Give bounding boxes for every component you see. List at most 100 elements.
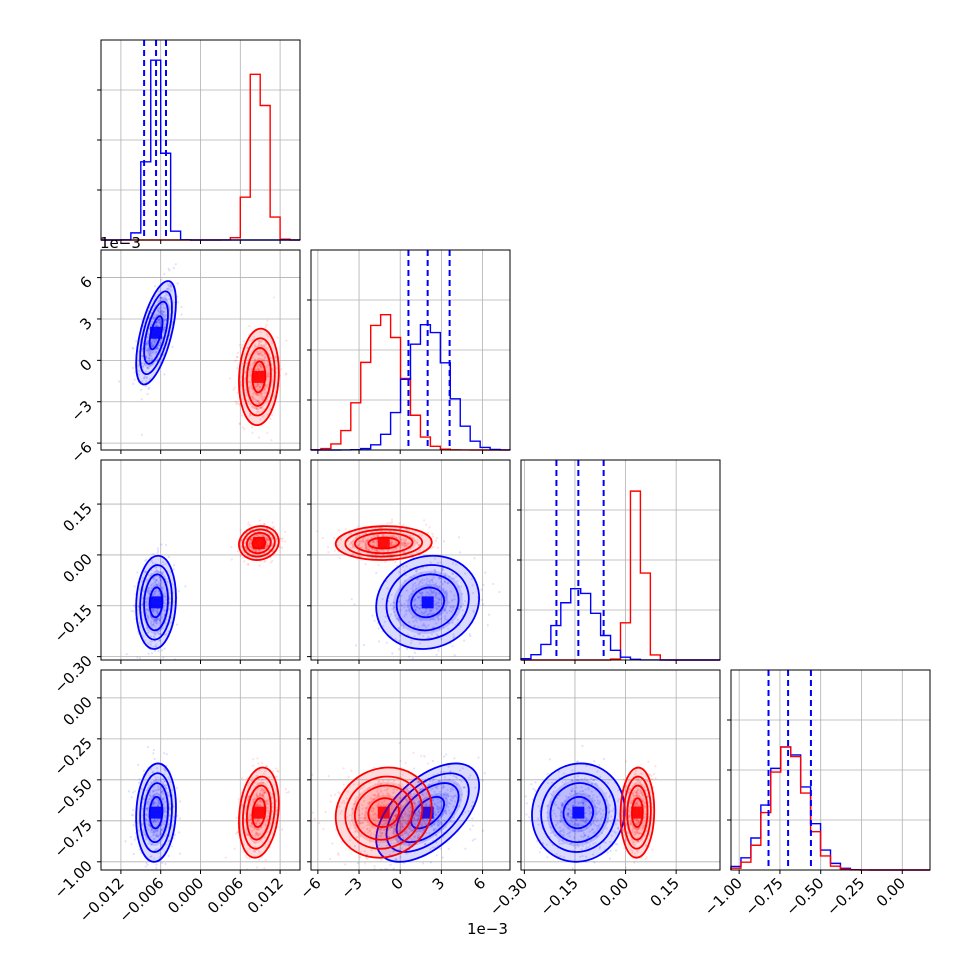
scatter-point: [149, 794, 152, 797]
scatter-point: [412, 599, 415, 603]
scatter-point: [145, 626, 148, 630]
scatter-point: [155, 832, 159, 835]
scatter-point: [248, 324, 251, 328]
scatter-point: [173, 600, 176, 603]
scatter-point: [145, 807, 149, 810]
scatter-point: [432, 612, 435, 615]
scatter-point: [416, 542, 419, 545]
scatter-point: [433, 591, 437, 594]
scatter-point: [256, 411, 259, 414]
scatter-point: [148, 586, 151, 589]
scatter-point: [441, 856, 444, 859]
density-peak: [377, 537, 390, 550]
scatter-point: [451, 608, 455, 611]
scatter-point: [132, 604, 135, 607]
scatter-point: [152, 345, 155, 348]
scatter-point: [156, 770, 159, 773]
scatter-point: [248, 540, 251, 543]
scatter-point: [332, 536, 335, 540]
scatter-point: [276, 770, 279, 773]
scatter-point: [258, 549, 261, 552]
scatter-point: [246, 833, 249, 837]
scatter-point: [256, 833, 260, 836]
scatter-point: [381, 793, 385, 796]
scatter-point: [373, 807, 376, 810]
scatter-point: [250, 831, 253, 834]
scatter-point: [460, 793, 463, 796]
scatter-point: [384, 615, 387, 618]
scatter-point: [236, 402, 240, 405]
scatter-point: [443, 785, 446, 789]
scatter-point: [413, 604, 416, 607]
scatter-point: [363, 799, 366, 803]
scatter-point: [156, 620, 159, 623]
scatter-point: [149, 643, 153, 646]
scatter-point: [440, 829, 443, 832]
scatter-point: [260, 392, 263, 395]
scatter-point: [245, 362, 248, 365]
scatter-point: [147, 652, 150, 655]
contour-line: [143, 300, 169, 365]
scatter-point: [403, 539, 406, 542]
scatter-point: [433, 790, 436, 793]
scatter-point: [438, 576, 441, 580]
scatter-point: [256, 783, 259, 786]
scatter-point: [154, 621, 158, 624]
scatter-point: [134, 790, 137, 793]
scatter-point: [266, 809, 269, 813]
scatter-point: [429, 788, 432, 792]
scatter-point: [148, 590, 151, 593]
scatter-point: [448, 809, 451, 812]
scatter-point: [340, 801, 343, 804]
scatter-point: [275, 767, 278, 770]
scatter-point: [434, 593, 437, 596]
scatter-point: [165, 786, 168, 790]
scatter-point: [141, 596, 144, 600]
scatter-point: [130, 813, 133, 816]
scatter-point: [430, 578, 434, 581]
scatter-point: [255, 774, 258, 778]
scatter-point: [167, 555, 171, 559]
scatter-point: [271, 521, 274, 524]
scatter-point: [247, 819, 250, 822]
scatter-point: [265, 818, 269, 822]
scatter-point: [261, 793, 265, 797]
scatter-point: [379, 789, 382, 792]
scatter-point: [284, 787, 288, 791]
scatter-point: [425, 523, 428, 526]
scatter-point: [430, 592, 433, 595]
scatter-point: [399, 797, 402, 800]
scatter-point: [153, 831, 156, 834]
scatter-point: [153, 775, 156, 778]
contour-line: [238, 327, 280, 427]
scatter-point: [248, 387, 251, 390]
scatter-point: [163, 647, 166, 650]
density-fill: [136, 763, 176, 862]
scatter-point: [435, 854, 438, 857]
scatter-point: [416, 836, 420, 839]
scatter-point: [271, 559, 274, 563]
scatter-point: [374, 794, 377, 797]
scatter-point: [157, 788, 160, 791]
scatter-point: [156, 347, 159, 350]
scatter-point: [152, 316, 155, 319]
scatter-point: [157, 820, 160, 824]
scatter-point: [147, 828, 150, 831]
scatter-point: [481, 829, 485, 832]
scatter-point: [417, 835, 421, 838]
scatter-point: [161, 790, 164, 793]
scatter-point: [159, 788, 163, 791]
scatter-point: [413, 539, 416, 542]
scatter-point: [422, 803, 425, 806]
scatter-point: [145, 366, 149, 370]
scatter-point: [259, 418, 262, 421]
scatter-point: [398, 619, 401, 622]
scatter-point: [254, 832, 258, 835]
scatter-point: [352, 802, 356, 806]
scatter-point: [413, 790, 416, 793]
scatter-point: [256, 352, 259, 356]
scatter-point: [444, 572, 447, 575]
scatter-point: [184, 585, 187, 588]
scatter-point: [281, 828, 284, 831]
scatter-point: [160, 790, 163, 794]
